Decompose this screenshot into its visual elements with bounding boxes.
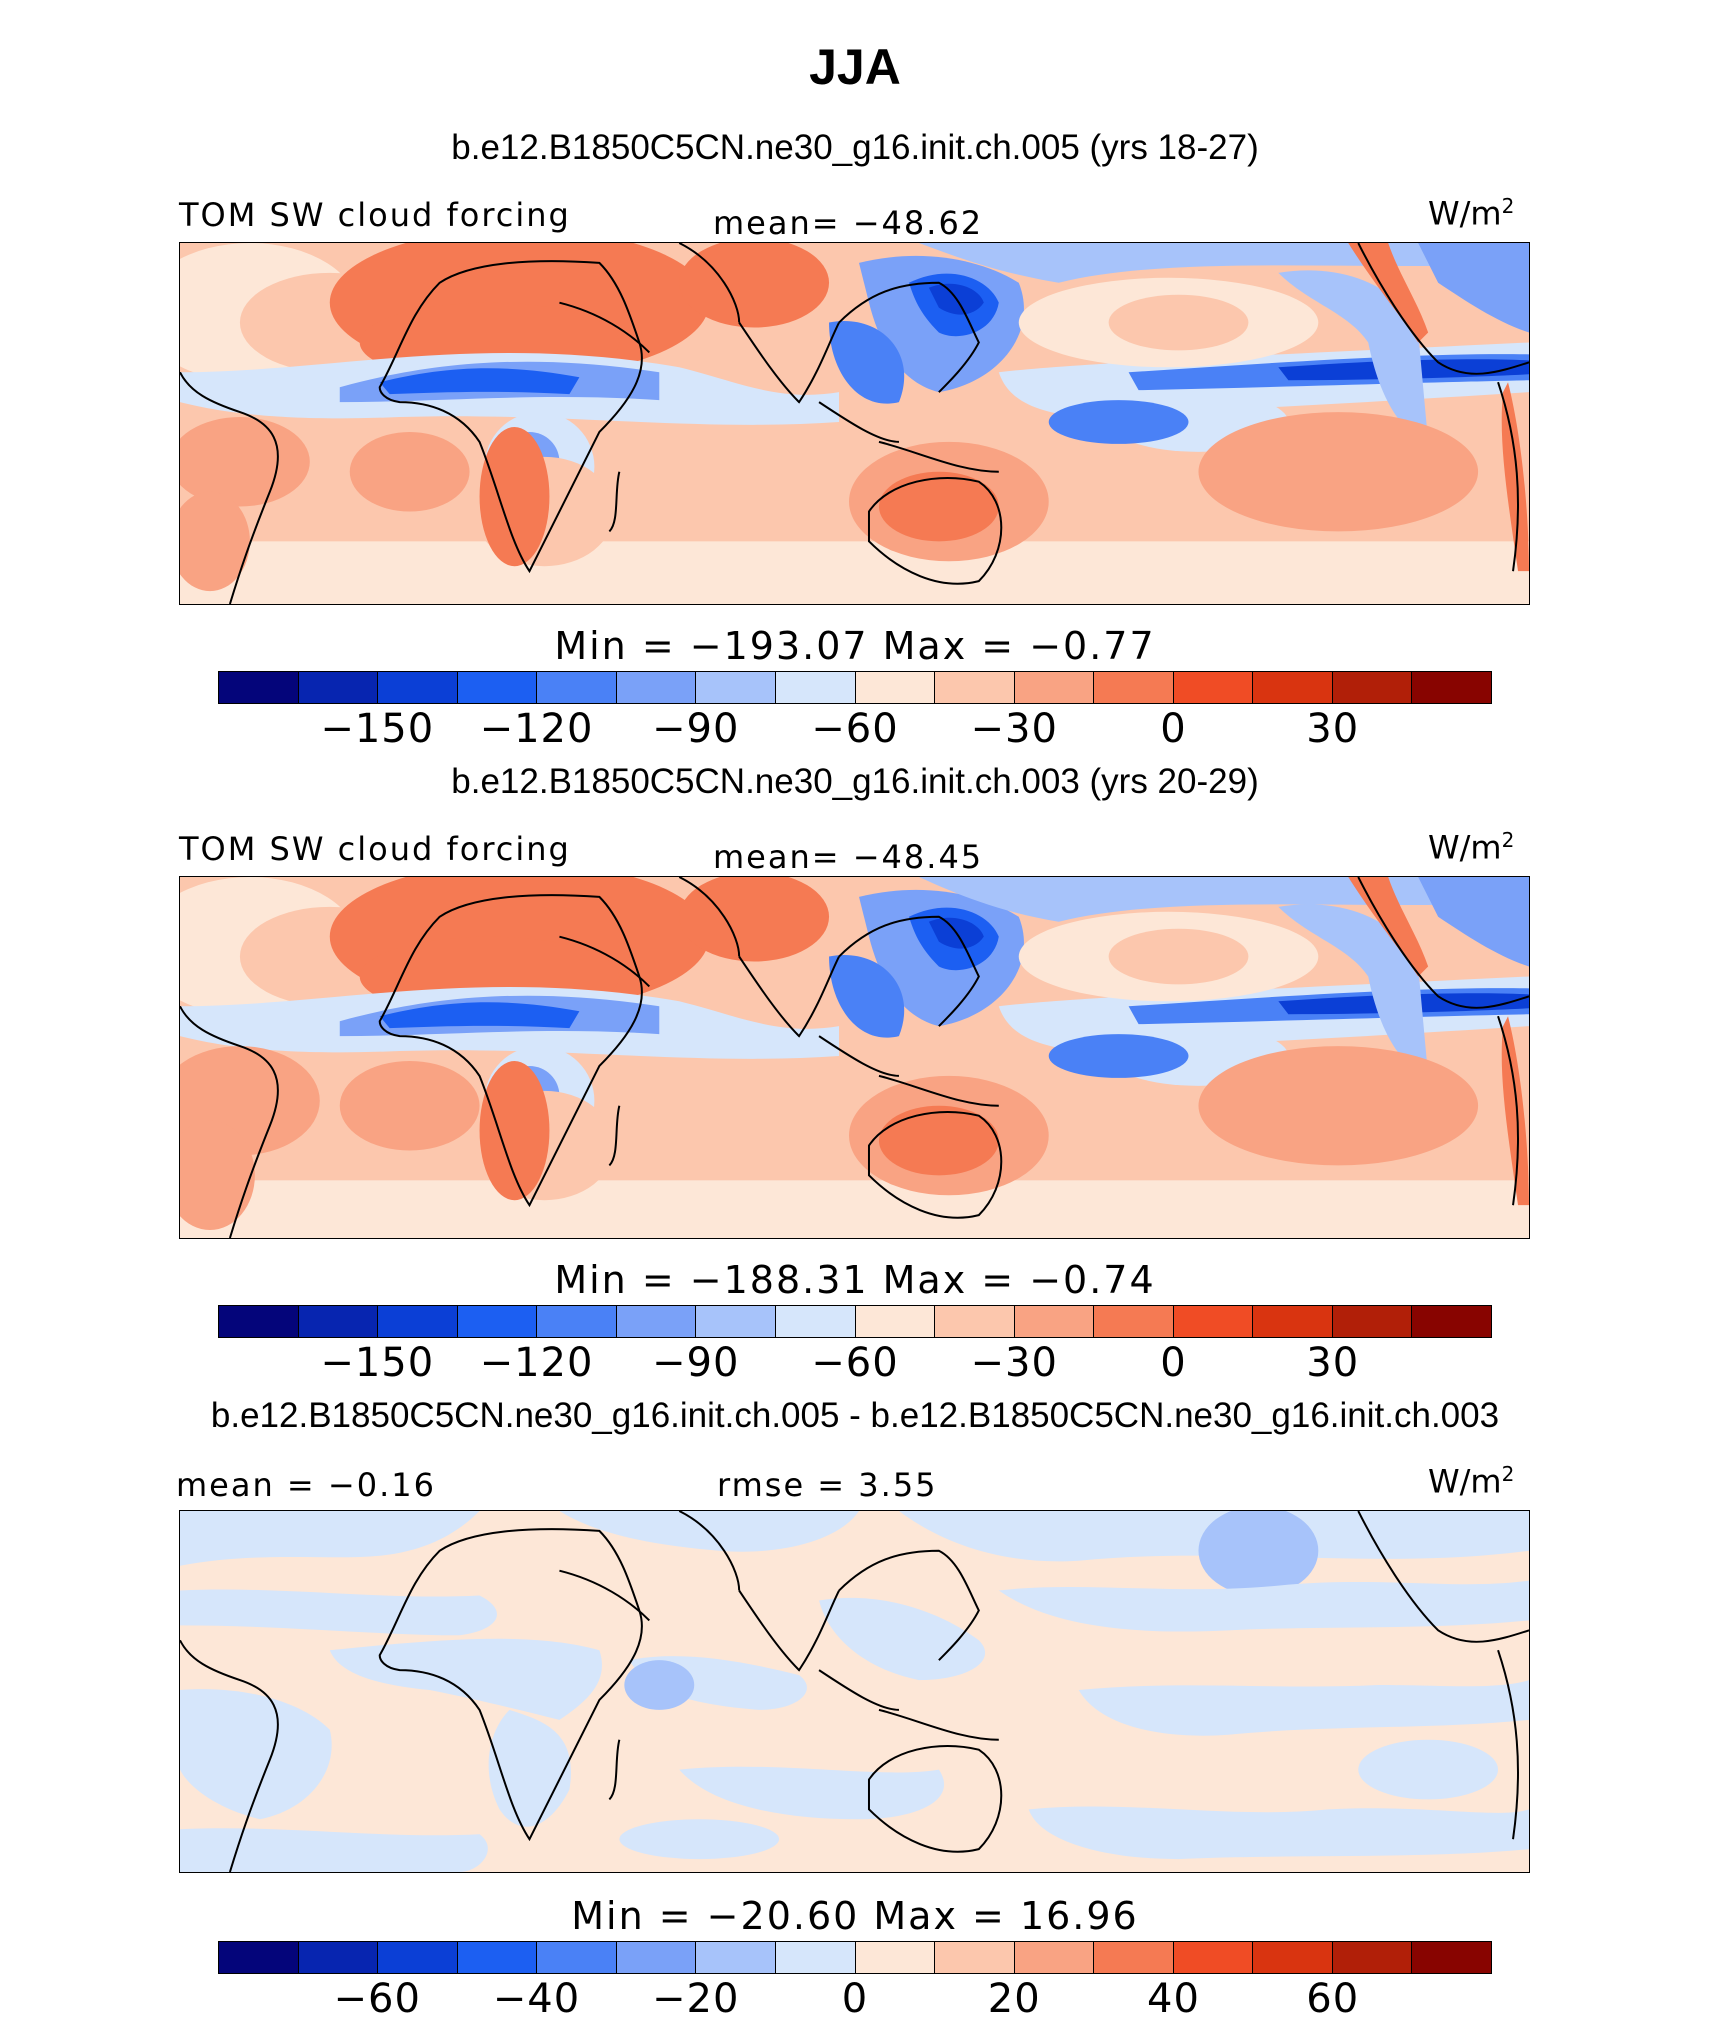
swatch: [775, 1306, 856, 1337]
swatch: [1173, 672, 1254, 703]
swatch: [298, 672, 379, 703]
swatch: [1253, 1306, 1333, 1337]
map-field-2: [180, 877, 1529, 1238]
swatch: [378, 1306, 458, 1337]
swatch: [935, 1306, 1015, 1337]
swatch: [298, 1306, 379, 1337]
swatch: [378, 672, 458, 703]
colorbar-ticks-2: −150 −120 −90 −60 −30 0 30: [218, 1340, 1492, 1388]
tick-label: −90: [652, 706, 740, 752]
variable-label-1: TOM SW cloud forcing: [179, 196, 571, 234]
colorbar-3: [218, 1941, 1492, 1974]
swatch: [1412, 1306, 1491, 1337]
swatch: [696, 1942, 776, 1973]
map-field-1: [180, 243, 1529, 604]
case-title-1: b.e12.B1850C5CN.ne30_g16.init.ch.005 (yr…: [451, 128, 1259, 167]
swatch: [537, 1942, 617, 1973]
tick-label: 40: [1147, 1976, 1200, 2022]
swatch: [457, 672, 538, 703]
swatch: [1094, 1306, 1174, 1337]
swatch: [1253, 1942, 1333, 1973]
colorbar-1: [218, 671, 1492, 704]
swatch: [1173, 1942, 1254, 1973]
swatch: [1412, 672, 1491, 703]
swatch: [935, 1942, 1015, 1973]
swatch: [537, 1306, 617, 1337]
tick-label: −60: [811, 706, 899, 752]
swatch: [1412, 1942, 1491, 1973]
swatch: [219, 672, 299, 703]
mean-label-2: mean= −48.45: [713, 838, 984, 876]
tick-label: 60: [1306, 1976, 1360, 2022]
swatch: [855, 1942, 936, 1973]
colorbar-ticks-1: −150 −120 −90 −60 −30 0 30: [218, 706, 1492, 754]
variable-label-2: TOM SW cloud forcing: [179, 830, 571, 868]
swatch: [378, 1942, 458, 1973]
swatch: [935, 672, 1015, 703]
colorbar-ticks-3: −60 −40 −20 0 20 40 60: [218, 1976, 1492, 2024]
map-panel-2: [179, 876, 1530, 1239]
map-panel-3: [179, 1510, 1530, 1873]
swatch: [616, 1306, 697, 1337]
tick-label: −120: [479, 706, 594, 752]
units-label-1: W/m2: [1428, 194, 1515, 233]
mean-label-1: mean= −48.62: [713, 204, 984, 242]
swatch: [219, 1942, 299, 1973]
swatch: [1014, 1306, 1095, 1337]
swatch: [537, 672, 617, 703]
season-title: JJA: [809, 39, 901, 95]
tick-label: −120: [479, 1340, 594, 1386]
tick-label: 0: [1160, 706, 1187, 752]
swatch: [219, 1306, 299, 1337]
tick-label: −60: [811, 1340, 899, 1386]
case-title-3: b.e12.B1850C5CN.ne30_g16.init.ch.005 - b…: [210, 1396, 1500, 1435]
map-field-3: [180, 1511, 1529, 1872]
tick-label: −150: [320, 706, 435, 752]
tick-label: 30: [1306, 1340, 1360, 1386]
tick-label: −60: [333, 1976, 421, 2022]
swatch: [1014, 672, 1095, 703]
tick-label: −40: [492, 1976, 581, 2022]
swatch: [1332, 1942, 1413, 1973]
swatch: [775, 672, 856, 703]
swatch: [1332, 672, 1413, 703]
tick-label: 30: [1306, 706, 1360, 752]
swatch: [1094, 1942, 1174, 1973]
swatch: [775, 1942, 856, 1973]
minmax-label-1: Min = −193.07 Max = −0.77: [554, 624, 1156, 668]
minmax-label-3: Min = −20.60 Max = 16.96: [571, 1894, 1139, 1938]
swatch: [696, 1306, 776, 1337]
swatch: [1332, 1306, 1413, 1337]
swatch: [1014, 1942, 1095, 1973]
rmse-label-3: rmse = 3.55: [717, 1466, 938, 1504]
swatch: [1253, 672, 1333, 703]
swatch: [1094, 672, 1174, 703]
tick-label: 0: [1160, 1340, 1187, 1386]
case-title-2: b.e12.B1850C5CN.ne30_g16.init.ch.003 (yr…: [451, 762, 1259, 801]
swatch: [1173, 1306, 1254, 1337]
swatch: [457, 1942, 538, 1973]
swatch: [696, 672, 776, 703]
swatch: [616, 1942, 697, 1973]
tick-label: −30: [970, 706, 1058, 752]
mean-label-3: mean = −0.16: [176, 1466, 436, 1504]
units-label-2: W/m2: [1428, 828, 1515, 867]
tick-label: −150: [320, 1340, 435, 1386]
minmax-label-2: Min = −188.31 Max = −0.74: [554, 1258, 1156, 1302]
tick-label: −90: [652, 1340, 740, 1386]
swatch: [298, 1942, 379, 1973]
map-panel-1: [179, 242, 1530, 605]
tick-label: 20: [987, 1976, 1041, 2022]
colorbar-2: [218, 1305, 1492, 1338]
swatch: [855, 672, 936, 703]
swatch: [855, 1306, 936, 1337]
units-label-3: W/m2: [1428, 1462, 1515, 1501]
tick-label: −20: [652, 1976, 740, 2022]
tick-label: 0: [841, 1976, 869, 2022]
swatch: [616, 672, 697, 703]
tick-label: −30: [970, 1340, 1058, 1386]
swatch: [457, 1306, 538, 1337]
